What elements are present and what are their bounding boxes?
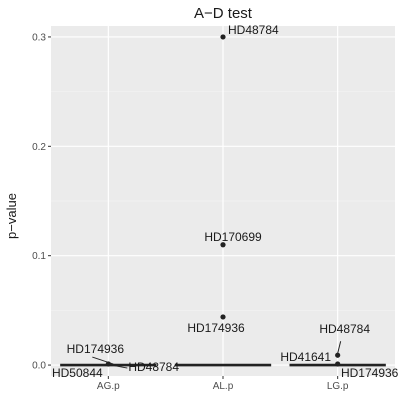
y-tick-label: 0.1 (32, 251, 46, 262)
point-label: HD50844 (52, 366, 103, 380)
y-tick-label: 0.0 (32, 361, 46, 372)
y-axis-label: p−value (4, 193, 19, 239)
grid-layer (51, 26, 395, 376)
y-tick-label: 0.3 (32, 32, 46, 43)
point-label: HD48784 (128, 360, 179, 374)
point-label: HD174936 (341, 366, 399, 380)
point-label: HD41641 (280, 350, 331, 364)
point-label: HD174936 (67, 342, 125, 356)
data-point (220, 314, 226, 320)
point-label: HD48784 (228, 23, 279, 37)
label-connector (337, 341, 342, 354)
y-tick-layer: 0.0 0.1 0.2 0.3 (32, 32, 51, 372)
point-label: HD174936 (187, 321, 245, 335)
data-point (105, 361, 111, 367)
data-point (220, 242, 226, 248)
label-connector (111, 364, 128, 369)
x-tick-label: AG.p (97, 381, 120, 392)
x-tick-label: LG.p (327, 381, 349, 392)
point-layer (105, 34, 341, 367)
x-tick-layer: AG.p AL.p LG.p (97, 376, 349, 392)
y-tick-label: 0.2 (32, 142, 46, 153)
chart-title: A−D test (194, 5, 253, 22)
data-point (335, 361, 341, 367)
point-label: HD48784 (319, 322, 370, 336)
x-tick-label: AL.p (213, 381, 234, 392)
point-label: HD170699 (204, 230, 262, 244)
data-point (335, 352, 341, 358)
data-point (220, 34, 226, 40)
